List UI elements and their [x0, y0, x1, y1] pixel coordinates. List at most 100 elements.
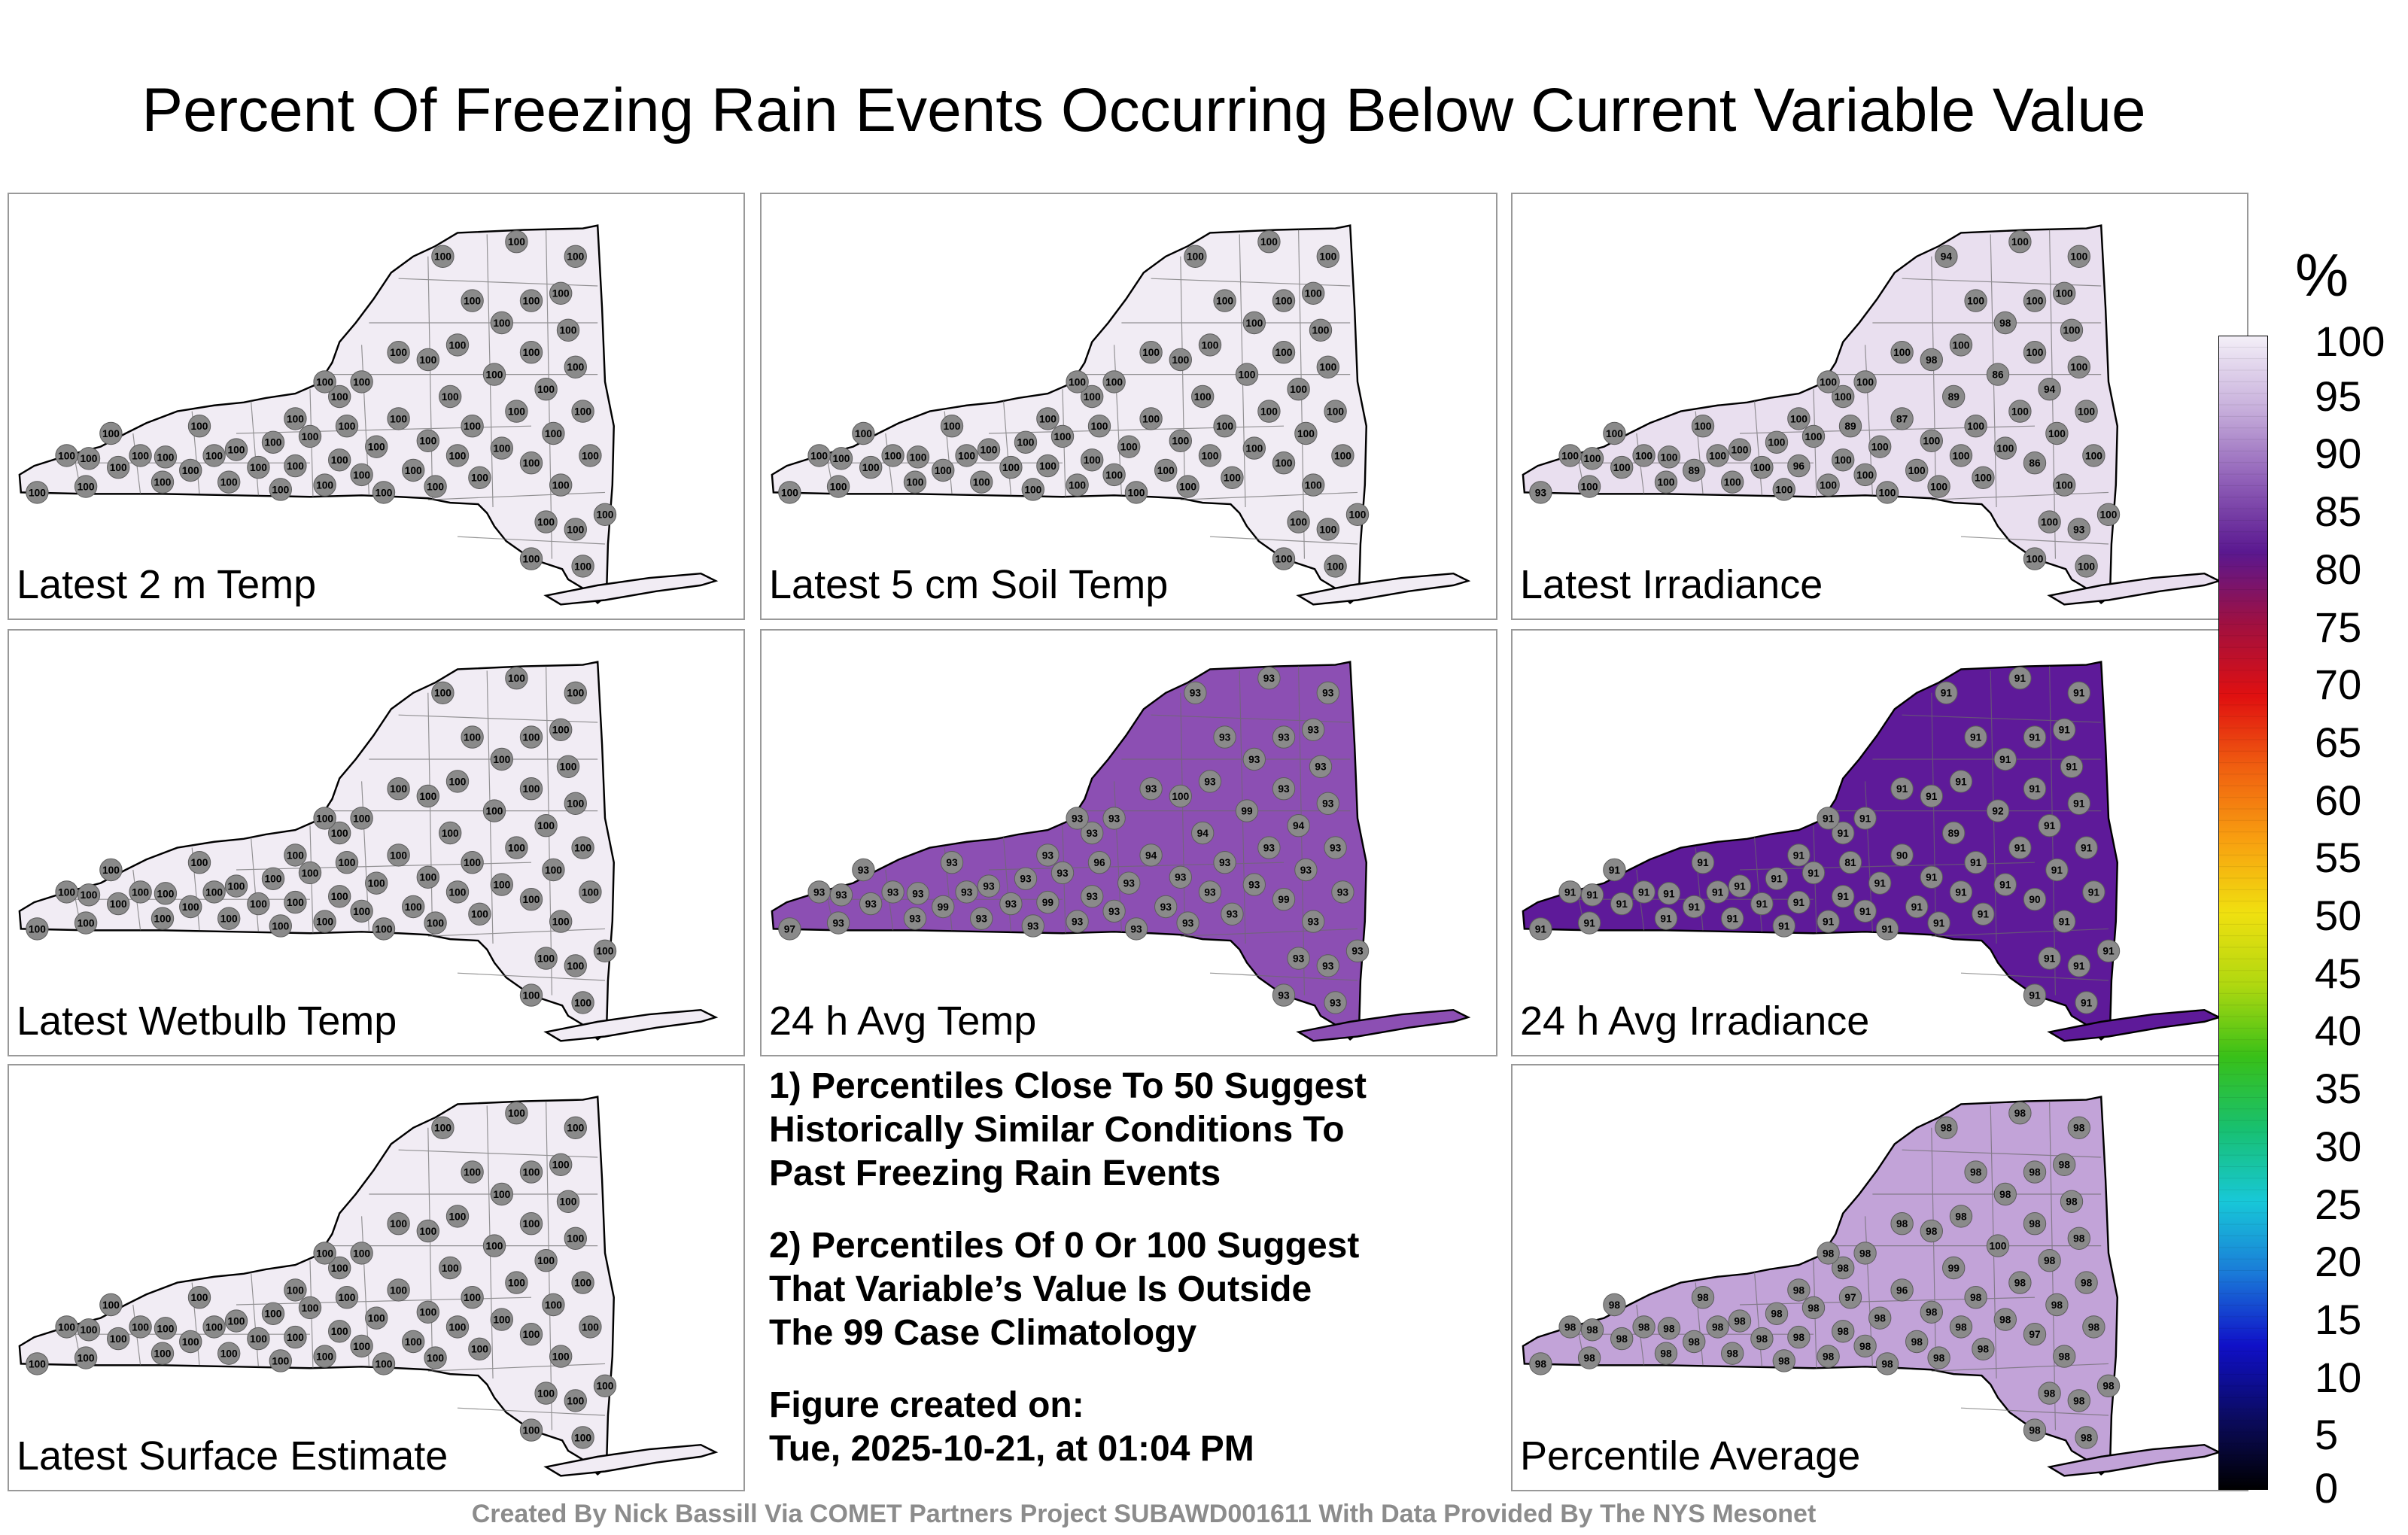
station-marker	[387, 1278, 410, 1302]
station-value: 100	[182, 465, 199, 476]
station-value: 100	[434, 1123, 451, 1134]
map-panel-latest-5cm-soil-temp: 100 100 100 100 100 100 100 100 100 100 100 100 100 1…	[760, 193, 1497, 620]
station-value: 91	[1808, 868, 1820, 879]
station-value: 100	[449, 1321, 467, 1333]
station-marker	[2082, 1315, 2105, 1339]
station-value: 91	[1955, 776, 1967, 787]
station-value: 100	[537, 953, 555, 965]
station-marker	[445, 444, 470, 467]
station-value: 100	[205, 1321, 223, 1333]
station-value: 100	[78, 481, 95, 492]
station-value: 86	[1992, 369, 2004, 381]
station-marker	[1683, 458, 1706, 482]
station-value: 91	[1941, 688, 1953, 699]
station-marker	[1580, 1318, 1604, 1342]
station-marker	[261, 1302, 285, 1325]
colorbar-tick-label: 30	[2315, 1122, 2362, 1170]
station-value: 91	[1697, 857, 1709, 868]
station-value: 100	[1224, 473, 1241, 484]
station-value: 89	[1948, 828, 1960, 839]
station-value: 92	[1992, 806, 2004, 817]
station-marker	[1721, 1342, 1744, 1365]
station-marker	[99, 421, 123, 445]
station-marker	[549, 1153, 573, 1176]
station-marker	[1935, 245, 1958, 268]
station-marker	[461, 415, 484, 438]
station-marker	[1610, 455, 1634, 479]
station-marker	[1832, 821, 1855, 845]
station-value: 100	[552, 916, 570, 928]
station-marker	[571, 1426, 594, 1449]
station-marker	[2096, 939, 2121, 962]
station-marker	[328, 448, 351, 472]
station-marker	[505, 1102, 528, 1125]
station-marker	[1832, 385, 1855, 409]
panel-label: Percentile Average	[1520, 1433, 1861, 1479]
station-value: 93	[1315, 761, 1327, 773]
station-value: 100	[1820, 480, 1837, 491]
colorbar-tick-label: 10	[2315, 1353, 2362, 1401]
station-marker	[2023, 1418, 2047, 1442]
long-island-outline	[2047, 1008, 2222, 1042]
station-marker	[519, 1418, 543, 1442]
station-marker	[55, 444, 78, 467]
station-value: 100	[2056, 480, 2073, 491]
station-marker	[564, 1226, 587, 1250]
station-marker	[534, 1382, 558, 1405]
station-marker	[1235, 363, 1259, 386]
station-marker	[1036, 407, 1060, 430]
station-value: 97	[2029, 1329, 2041, 1340]
station-value: 100	[434, 688, 451, 699]
station-value: 100	[560, 325, 577, 336]
station-value: 93	[1322, 798, 1334, 810]
station-marker	[328, 821, 351, 845]
station-value: 93	[1351, 946, 1364, 957]
state-outline	[18, 661, 615, 1041]
station-marker	[445, 1315, 470, 1339]
station-marker	[1832, 885, 1855, 908]
station-marker	[1750, 1327, 1774, 1351]
station-marker	[2053, 1345, 2076, 1368]
station-value: 100	[191, 857, 208, 868]
station-value: 100	[523, 457, 540, 469]
station-marker	[1905, 1330, 1929, 1354]
station-marker	[335, 851, 359, 874]
station-value: 91	[2029, 990, 2041, 1002]
station-value: 91	[1734, 880, 1746, 892]
station-marker	[542, 421, 565, 445]
station-marker	[2060, 318, 2084, 342]
station-value: 100	[78, 917, 95, 929]
station-value: 100	[331, 454, 348, 466]
station-value: 100	[449, 776, 467, 787]
station-marker	[1728, 438, 1752, 461]
station-value: 93	[1072, 813, 1084, 824]
station-value: 91	[1609, 865, 1621, 876]
station-marker	[2038, 1382, 2061, 1405]
station-value: 98	[1778, 1355, 1790, 1366]
station-value: 93	[1020, 874, 1032, 885]
station-value: 100	[1105, 376, 1123, 388]
station-value: 100	[464, 1167, 481, 1178]
station-marker	[445, 770, 470, 793]
station-marker	[1721, 907, 1744, 930]
station-value: 91	[1793, 897, 1805, 908]
station-value: 100	[442, 1263, 459, 1274]
station-marker	[1191, 821, 1215, 845]
station-value: 100	[132, 450, 149, 461]
station-value: 98	[1881, 1358, 1893, 1369]
station-marker	[564, 792, 587, 815]
station-value: 100	[1319, 362, 1336, 373]
station-marker	[1787, 407, 1811, 430]
station-value: 100	[1561, 450, 1579, 461]
station-value: 100	[1334, 450, 1351, 461]
state-outline	[771, 224, 1367, 605]
station-marker	[74, 475, 98, 498]
station-marker	[313, 807, 336, 830]
station-marker	[372, 917, 396, 941]
station-marker	[402, 895, 425, 919]
station-marker	[461, 289, 484, 312]
station-marker	[328, 1256, 351, 1280]
station-value: 91	[2102, 946, 2115, 957]
station-marker	[1920, 348, 1943, 372]
station-marker	[247, 1327, 270, 1351]
